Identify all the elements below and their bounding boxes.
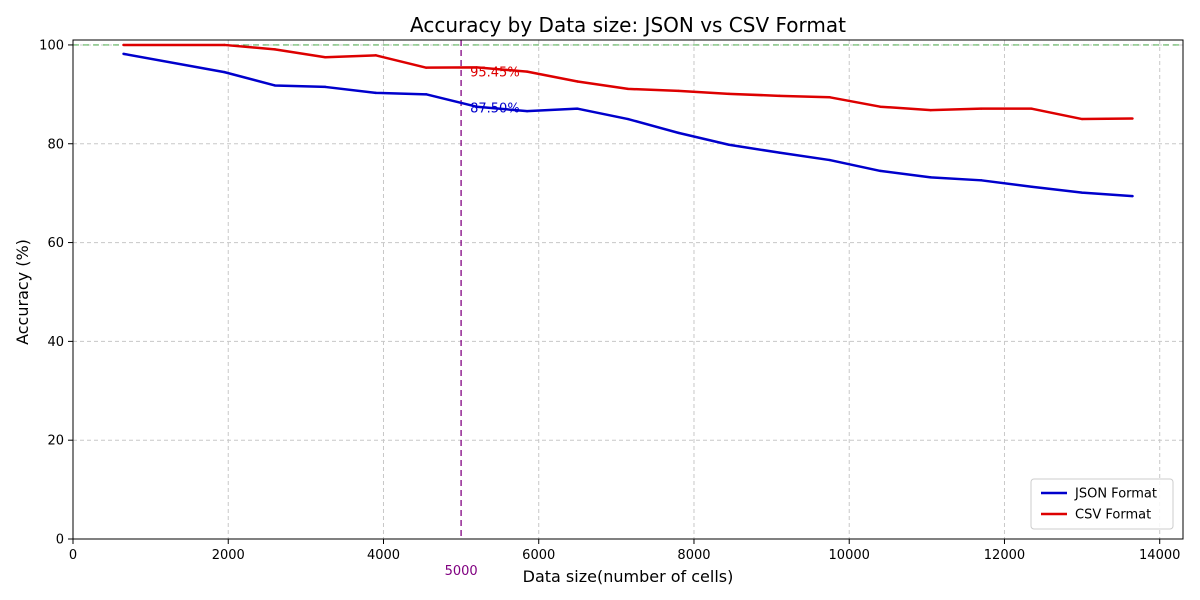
y-tick-label: 60 <box>47 236 64 251</box>
annotation-label: 95.45% <box>470 65 520 80</box>
x-tick-label: 0 <box>69 548 77 563</box>
csv-format-point <box>576 80 579 83</box>
y-axis-title: Accuracy (%) <box>13 239 32 345</box>
legend-box <box>1030 478 1174 530</box>
x-tick-label: 8000 <box>677 548 710 563</box>
json-format-point <box>727 143 731 146</box>
csv-format-point <box>677 89 680 93</box>
legend: JSON Format CSV Format <box>1030 478 1174 530</box>
json-format-point <box>475 105 478 108</box>
csv-format-point <box>778 94 781 98</box>
json-format-point <box>273 84 277 87</box>
csv-format-point <box>828 96 832 99</box>
json-format-point <box>223 70 226 74</box>
json-format-line <box>123 52 1133 198</box>
x-tick-label: 10000 <box>829 548 870 563</box>
csv-format-point <box>1131 117 1134 120</box>
legend-label-json-format: JSON Format <box>1074 487 1157 502</box>
csv-format-point <box>879 105 882 108</box>
csv-format-point <box>1030 107 1033 110</box>
json-format-point <box>979 179 983 182</box>
json-format-point <box>122 52 125 56</box>
reference-line-label: 5000 <box>445 564 478 579</box>
json-format-point <box>1131 194 1134 198</box>
legend-label-csv-format: CSV Format <box>1075 508 1151 523</box>
y-tick-label: 100 <box>39 38 64 53</box>
json-format-point <box>525 109 529 113</box>
json-format-point <box>374 91 377 95</box>
chart-title: Accuracy by Data size: JSON vs CSV Forma… <box>410 13 846 37</box>
csv-format-line <box>123 43 1133 121</box>
csv-format-point <box>324 56 327 59</box>
x-tick-label: 12000 <box>984 548 1025 563</box>
annotation-label: 87.50% <box>470 102 520 117</box>
csv-format-point <box>979 107 983 110</box>
csv-format-point <box>1080 117 1084 121</box>
csv-format-point <box>424 66 428 69</box>
csv-format-point <box>374 54 377 57</box>
x-tick-label: 4000 <box>367 548 400 563</box>
grid-lines <box>72 40 1183 540</box>
csv-format-point <box>727 92 731 96</box>
json-format-point <box>324 85 327 89</box>
json-format-point <box>424 93 428 96</box>
json-format-point <box>576 107 579 110</box>
json-format-point <box>1080 191 1084 194</box>
csv-format-point <box>626 87 630 91</box>
csv-format-point <box>525 70 529 73</box>
y-tick-label: 20 <box>47 434 64 449</box>
csv-format-point <box>273 48 277 51</box>
y-tick-label: 40 <box>47 335 64 350</box>
y-tick-label: 80 <box>47 137 64 152</box>
json-format-point <box>879 169 882 173</box>
x-tick-label: 14000 <box>1139 548 1180 563</box>
csv-format-point <box>475 66 478 69</box>
csv-format-point <box>929 108 932 112</box>
json-format-point <box>778 151 781 154</box>
json-format-point <box>1030 185 1033 188</box>
y-tick-label: 0 <box>56 533 64 548</box>
x-axis-title: Data size(number of cells) <box>523 567 734 586</box>
json-format-point <box>677 131 680 135</box>
csv-format-point <box>223 43 226 47</box>
csv-format-point <box>122 43 125 47</box>
json-format-point <box>929 176 932 179</box>
json-format-point <box>626 117 630 121</box>
x-tick-label: 6000 <box>522 548 555 563</box>
json-format-point <box>828 158 832 162</box>
x-tick-label: 2000 <box>212 548 245 563</box>
plot-frame <box>72 39 1184 540</box>
